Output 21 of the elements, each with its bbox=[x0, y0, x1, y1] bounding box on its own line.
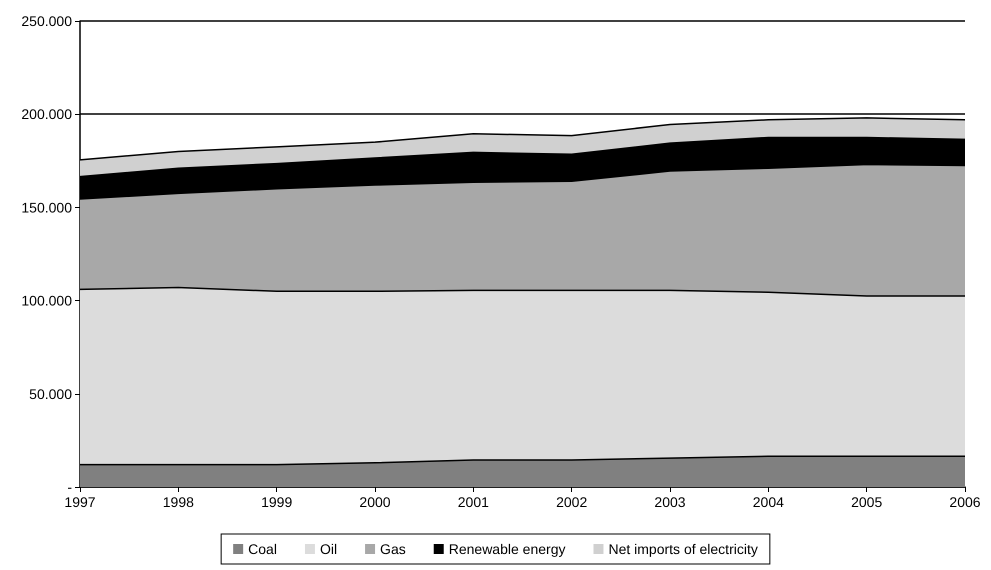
x-tick-label: 1999 bbox=[261, 494, 292, 510]
x-tick-label: 2002 bbox=[556, 494, 588, 510]
legend-label: Coal bbox=[248, 541, 277, 557]
y-tick-label: 100.000 bbox=[21, 292, 72, 309]
x-tick-label: 2000 bbox=[359, 494, 391, 510]
y-tick-label: 50.000 bbox=[29, 386, 72, 402]
x-tick-label: 1998 bbox=[162, 494, 194, 510]
legend-label: Renewable energy bbox=[448, 541, 566, 557]
x-tick-label: 2004 bbox=[752, 494, 784, 510]
x-tick-label: 2005 bbox=[851, 494, 882, 510]
x-tick-label: 2001 bbox=[458, 494, 490, 510]
y-tick-label: 200.000 bbox=[21, 106, 72, 122]
y-tick-label: - bbox=[67, 479, 72, 495]
x-tick-label: 2006 bbox=[949, 494, 981, 510]
legend-label: Gas bbox=[380, 541, 406, 557]
legend-label: Oil bbox=[320, 541, 338, 557]
y-tick-label: 150.000 bbox=[21, 199, 72, 216]
y-tick-label: 250.000 bbox=[21, 13, 72, 29]
x-tick-label: 2003 bbox=[654, 494, 686, 510]
legend-label: Net imports of electricity bbox=[608, 541, 758, 557]
x-tick-label: 1997 bbox=[64, 494, 96, 510]
